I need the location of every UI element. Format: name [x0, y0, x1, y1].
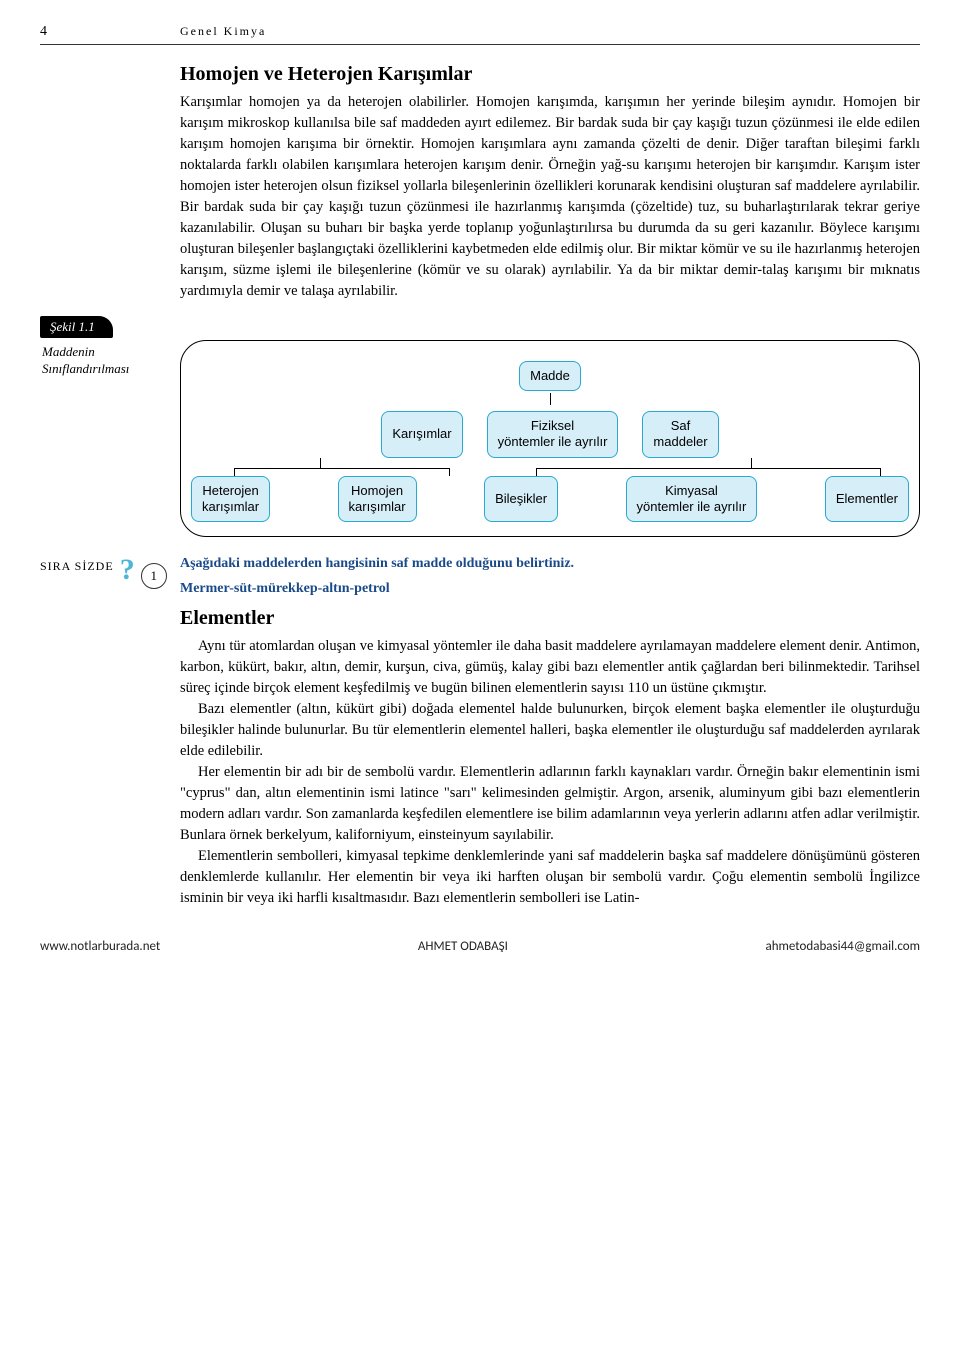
node-fiziksel: Fiziksel yöntemler ile ayrılır	[487, 411, 619, 458]
question-mark-icon: ?	[120, 558, 135, 582]
section2-text: Aynı tür atomlardan oluşan ve kimyasal y…	[180, 636, 920, 909]
book-title: Genel Kimya	[180, 24, 266, 39]
page-header: 4 Genel Kimya	[40, 24, 920, 45]
section2-p1: Aynı tür atomlardan oluşan ve kimyasal y…	[180, 636, 920, 699]
figure-label: Şekil 1.1	[40, 316, 113, 338]
sira-question: Aşağıdaki maddelerden hangisinin saf mad…	[180, 556, 574, 571]
sira-sizde-block: SIRA SİZDE ? 1 Aşağıdaki maddelerden han…	[40, 553, 920, 599]
figure-caption: Maddenin Sınıflandırılması	[42, 344, 162, 378]
node-homojen: Homojen karışımlar	[338, 476, 417, 523]
page-number: 4	[40, 24, 180, 40]
sira-number: 1	[141, 563, 167, 589]
section2-p4: Elementlerin sembolleri, kimyasal tepkim…	[180, 846, 920, 909]
classification-diagram: Madde Karışımlar Fiziksel yöntemler ile …	[180, 340, 920, 537]
sira-options: Mermer-süt-mürekkep-altın-petrol	[180, 578, 920, 599]
sira-sizde-label: SIRA SİZDE	[40, 559, 114, 574]
section-title-elementler: Elementler	[180, 607, 920, 630]
footer-center: AHMET ODABAŞI	[418, 939, 508, 954]
node-elementler: Elementler	[825, 476, 909, 523]
node-madde: Madde	[519, 361, 581, 391]
section2-p2: Bazı elementler (altın, kükürt gibi) doğ…	[180, 699, 920, 762]
node-kimyasal: Kimyasal yöntemler ile ayrılır	[626, 476, 758, 523]
page-footer: www.notlarburada.net AHMET ODABAŞI ahmet…	[0, 929, 960, 964]
section2-p3: Her elementin bir adı bir de sembolü var…	[180, 762, 920, 846]
node-bilesikler: Bileşikler	[484, 476, 558, 523]
section1-text: Karışımlar homojen ya da heterojen olabi…	[180, 92, 920, 302]
node-saf: Saf maddeler	[642, 411, 718, 458]
node-heterojen: Heterojen karışımlar	[191, 476, 270, 523]
node-karisimlar: Karışımlar	[381, 411, 462, 458]
footer-left: www.notlarburada.net	[40, 939, 160, 954]
section-title-homojen: Homojen ve Heterojen Karışımlar	[180, 63, 920, 86]
footer-right: ahmetodabasi44@gmail.com	[765, 939, 920, 954]
